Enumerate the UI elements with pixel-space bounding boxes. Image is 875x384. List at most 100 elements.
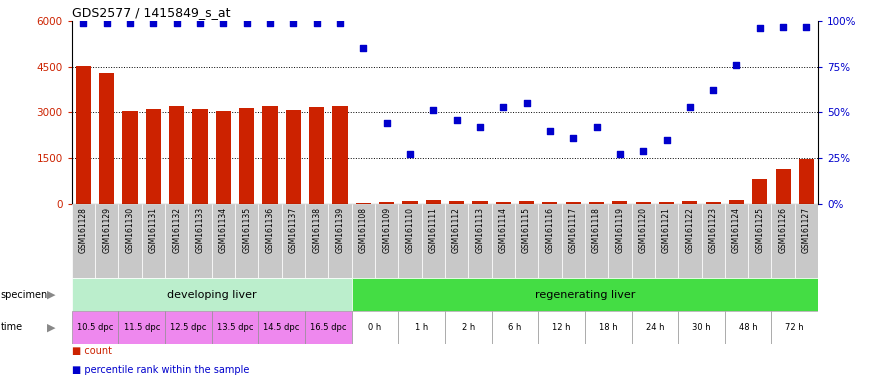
Text: 24 h: 24 h bbox=[646, 323, 664, 332]
Point bbox=[636, 147, 650, 154]
Point bbox=[496, 104, 510, 110]
Point bbox=[100, 20, 114, 26]
Bar bbox=[702, 204, 724, 278]
Bar bbox=[72, 278, 352, 311]
Text: 10.5 dpc: 10.5 dpc bbox=[77, 323, 113, 332]
Bar bbox=[473, 201, 487, 204]
Bar bbox=[192, 109, 207, 204]
Bar bbox=[514, 204, 538, 278]
Point bbox=[612, 151, 626, 157]
Text: GSM161138: GSM161138 bbox=[312, 207, 321, 253]
Bar bbox=[95, 204, 118, 278]
Bar bbox=[445, 204, 468, 278]
Point bbox=[590, 124, 604, 130]
Bar bbox=[562, 204, 584, 278]
Bar bbox=[794, 204, 818, 278]
Bar bbox=[495, 202, 511, 204]
Bar bbox=[258, 311, 305, 344]
Point bbox=[380, 120, 394, 126]
Text: GSM161123: GSM161123 bbox=[709, 207, 717, 253]
Point bbox=[542, 127, 556, 134]
Bar bbox=[538, 311, 584, 344]
Bar bbox=[239, 108, 255, 204]
Point bbox=[263, 20, 277, 26]
Bar bbox=[612, 201, 627, 204]
Text: 0 h: 0 h bbox=[368, 323, 382, 332]
Bar bbox=[142, 204, 165, 278]
Bar bbox=[492, 311, 538, 344]
Text: GSM161122: GSM161122 bbox=[685, 207, 695, 253]
Text: 16.5 dpc: 16.5 dpc bbox=[310, 323, 347, 332]
Text: GSM161132: GSM161132 bbox=[172, 207, 181, 253]
Point bbox=[752, 25, 766, 31]
Bar bbox=[519, 201, 534, 204]
Bar bbox=[282, 204, 305, 278]
Bar bbox=[608, 204, 632, 278]
Bar bbox=[332, 106, 347, 204]
Bar bbox=[258, 204, 282, 278]
Bar bbox=[492, 204, 514, 278]
Bar bbox=[542, 202, 557, 204]
Text: GSM161131: GSM161131 bbox=[149, 207, 157, 253]
Bar bbox=[262, 106, 277, 204]
Bar bbox=[146, 109, 161, 204]
Text: GSM161134: GSM161134 bbox=[219, 207, 228, 253]
Text: GSM161124: GSM161124 bbox=[732, 207, 741, 253]
Bar bbox=[705, 202, 721, 204]
Text: GSM161121: GSM161121 bbox=[662, 207, 671, 253]
Text: GSM161108: GSM161108 bbox=[359, 207, 368, 253]
Point bbox=[520, 100, 534, 106]
Point bbox=[123, 20, 137, 26]
Text: GSM161115: GSM161115 bbox=[522, 207, 531, 253]
Text: ■ count: ■ count bbox=[72, 346, 112, 356]
Text: GSM161118: GSM161118 bbox=[592, 207, 601, 253]
Bar bbox=[356, 203, 371, 204]
Point bbox=[76, 20, 90, 26]
Point bbox=[426, 108, 440, 114]
Text: 1 h: 1 h bbox=[415, 323, 428, 332]
Text: developing liver: developing liver bbox=[167, 290, 256, 300]
Bar bbox=[654, 204, 678, 278]
Bar bbox=[799, 159, 814, 204]
Bar bbox=[584, 311, 632, 344]
Bar bbox=[426, 200, 441, 204]
Bar bbox=[99, 73, 115, 204]
Text: GSM161127: GSM161127 bbox=[802, 207, 811, 253]
Point bbox=[706, 88, 720, 94]
Bar bbox=[76, 66, 91, 204]
Text: GDS2577 / 1415849_s_at: GDS2577 / 1415849_s_at bbox=[72, 5, 230, 18]
Text: 18 h: 18 h bbox=[598, 323, 618, 332]
Bar bbox=[678, 204, 702, 278]
Text: GSM161136: GSM161136 bbox=[265, 207, 275, 253]
Text: time: time bbox=[1, 322, 23, 333]
Bar bbox=[632, 311, 678, 344]
Text: 72 h: 72 h bbox=[786, 323, 804, 332]
Text: 30 h: 30 h bbox=[692, 323, 710, 332]
Bar bbox=[538, 204, 562, 278]
Text: GSM161130: GSM161130 bbox=[125, 207, 135, 253]
Bar bbox=[682, 201, 697, 204]
Bar bbox=[398, 311, 445, 344]
Text: GSM161125: GSM161125 bbox=[755, 207, 765, 253]
Bar bbox=[772, 311, 818, 344]
Text: GSM161114: GSM161114 bbox=[499, 207, 507, 253]
Text: GSM161126: GSM161126 bbox=[779, 207, 788, 253]
Bar bbox=[449, 201, 464, 204]
Bar bbox=[123, 111, 137, 204]
Text: 2 h: 2 h bbox=[462, 323, 475, 332]
Bar bbox=[305, 204, 328, 278]
Text: GSM161139: GSM161139 bbox=[335, 207, 345, 253]
Bar bbox=[165, 311, 212, 344]
Bar bbox=[118, 311, 165, 344]
Point bbox=[403, 151, 417, 157]
Bar bbox=[212, 311, 258, 344]
Text: specimen: specimen bbox=[1, 290, 48, 300]
Bar bbox=[584, 204, 608, 278]
Bar bbox=[169, 106, 185, 204]
Text: ■ percentile rank within the sample: ■ percentile rank within the sample bbox=[72, 365, 249, 375]
Point bbox=[566, 135, 580, 141]
Text: GSM161117: GSM161117 bbox=[569, 207, 578, 253]
Text: GSM161119: GSM161119 bbox=[615, 207, 625, 253]
Bar bbox=[729, 200, 744, 204]
Bar bbox=[724, 204, 748, 278]
